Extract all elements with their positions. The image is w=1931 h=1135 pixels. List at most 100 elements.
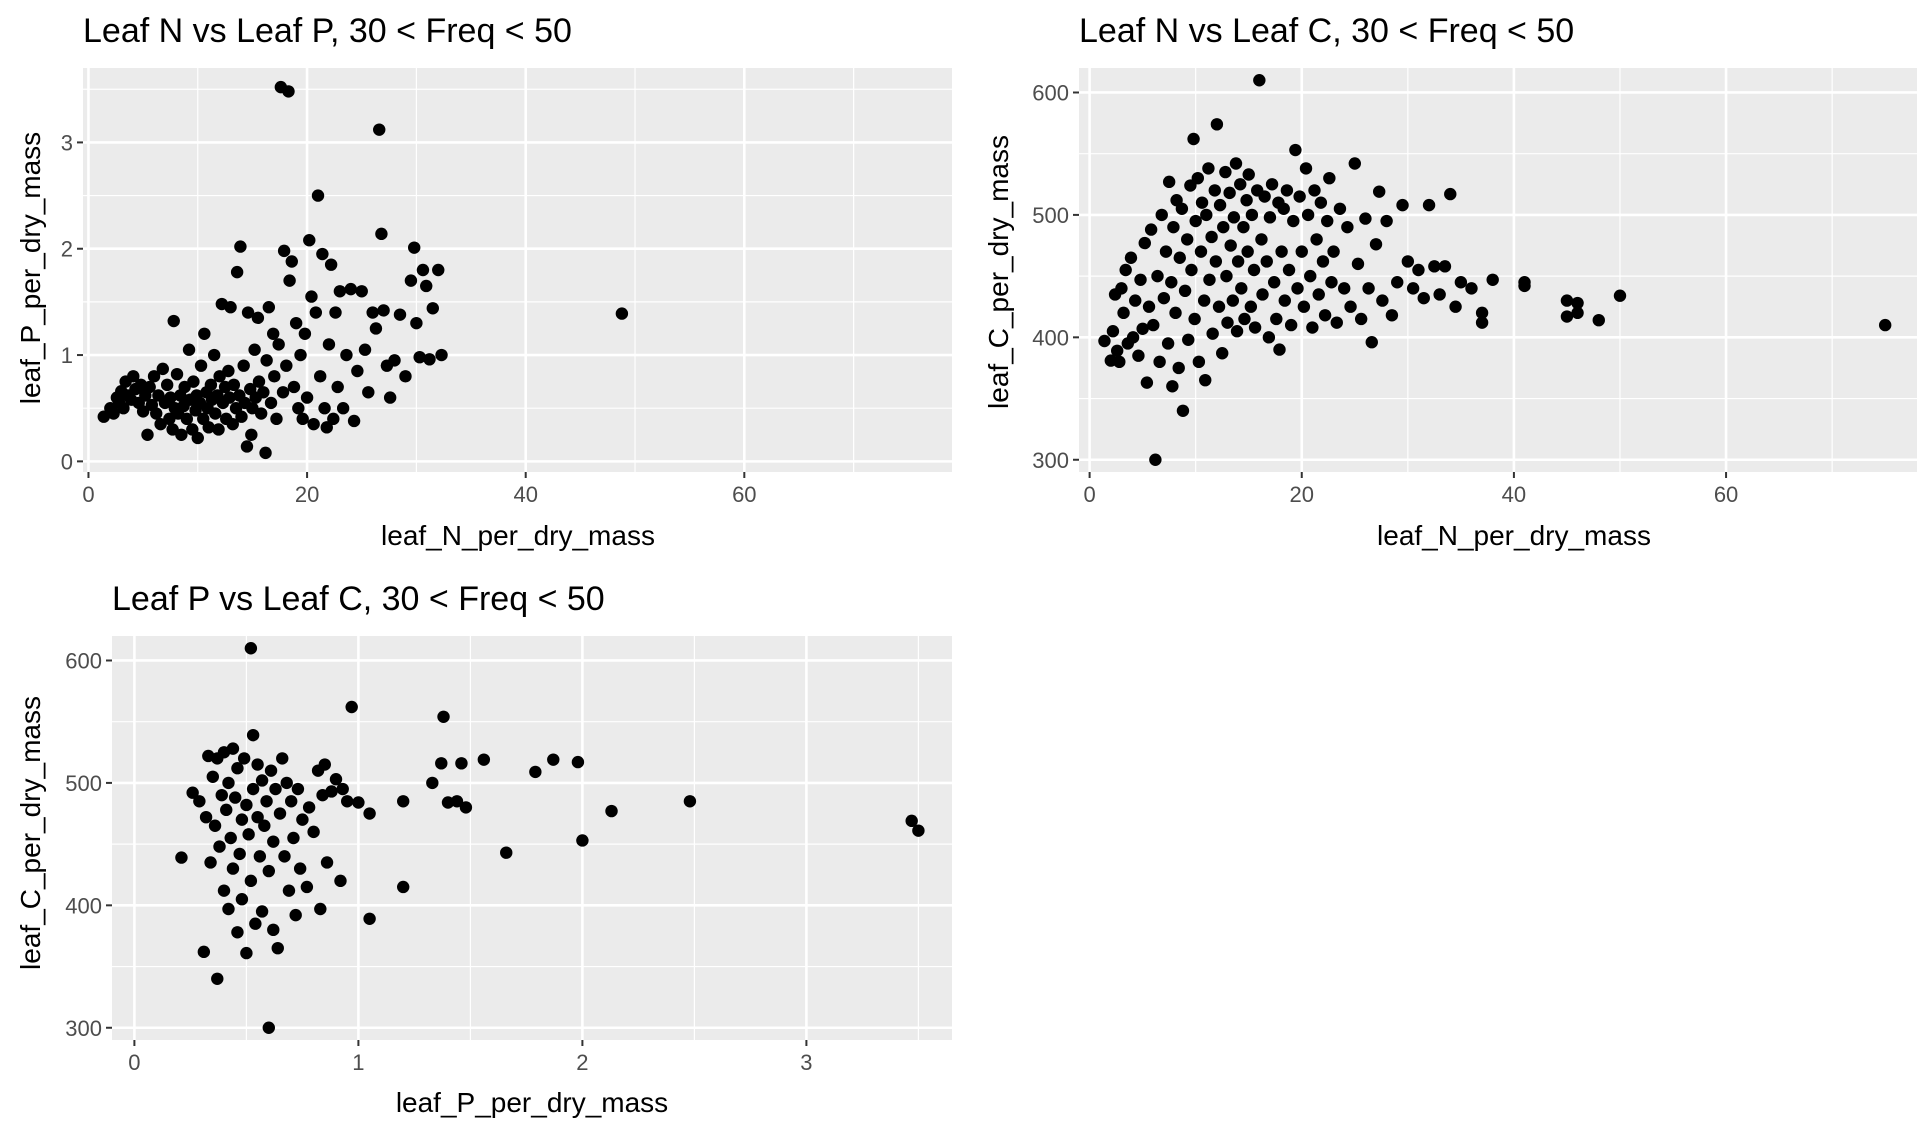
- chart-2-data-point: [1188, 312, 1201, 326]
- chart-3-data-point: [352, 796, 365, 809]
- chart-3-data-point: [363, 807, 376, 820]
- chart-1-x-tick-label: 0: [82, 482, 94, 507]
- chart-2-data-point: [1247, 263, 1261, 277]
- chart-3-data-point: [244, 642, 258, 655]
- chart-1-data-point: [234, 240, 247, 253]
- chart-3-x-tick-label: 3: [800, 1050, 812, 1075]
- chart-2-data-point: [1486, 273, 1499, 286]
- chart-1-data-point: [270, 412, 283, 426]
- chart-2-x-axis-title: leaf_N_per_dry_mass: [1377, 520, 1651, 551]
- chart-3-data-point: [341, 795, 354, 808]
- chart-2-data-point: [1147, 318, 1160, 332]
- chart-3-data-point: [211, 972, 224, 985]
- chart-2-x-tick-label: 60: [1714, 482, 1738, 507]
- chart-3-data-point: [186, 786, 199, 799]
- chart-3-data-point: [249, 917, 262, 930]
- chart-1-data-point: [241, 306, 255, 319]
- chart-1-data-point: [150, 407, 163, 420]
- chart-1-data-point: [316, 247, 329, 261]
- chart-2-data-point: [1126, 331, 1140, 344]
- chart-3-data-point: [905, 814, 918, 828]
- chart-2-data-point: [1132, 349, 1145, 362]
- chart-2-grid: [1079, 68, 1917, 472]
- chart-1-data-point: [254, 407, 268, 420]
- chart-2-data-point: [1115, 282, 1128, 295]
- chart-1-data-point: [147, 370, 161, 383]
- chart-2-data-point: [1110, 344, 1124, 357]
- chart-2-data-point: [1878, 318, 1892, 332]
- chart-2-data-point: [1124, 251, 1138, 264]
- chart-3-data-point: [226, 862, 240, 875]
- chart-1-data-point: [262, 301, 276, 314]
- chart-2-data-point: [1138, 236, 1151, 250]
- chart-3-data-point: [289, 908, 302, 922]
- chart-2-data-point: [1277, 202, 1290, 215]
- chart-1-data-point: [383, 391, 397, 404]
- chart-1-data-point: [340, 348, 353, 362]
- chart-2-data-point: [1380, 214, 1393, 228]
- chart-2-data-point: [1153, 355, 1166, 369]
- chart-2-data-point: [1142, 300, 1156, 313]
- chart-2-ticks: 0 20 40 60 300 400 500 600: [1032, 80, 1738, 507]
- chart-2-data-point: [1221, 316, 1234, 329]
- chart-1-data-point: [287, 380, 301, 394]
- chart-3-data-point: [206, 770, 219, 783]
- chart-3-y-tick-label: 500: [65, 771, 102, 796]
- chart-1-data-point: [260, 354, 273, 367]
- chart-3-data-point: [282, 884, 296, 897]
- chart-1-data-point: [358, 343, 372, 356]
- chart-2-data-point: [1362, 282, 1375, 295]
- chart-1-data-point: [322, 338, 336, 351]
- chart-1-data-point: [252, 375, 266, 388]
- chart-2-data-point: [1351, 257, 1365, 271]
- chart-3-data-point: [251, 810, 264, 824]
- chart-2-data-point: [1238, 312, 1251, 326]
- chart-1-data-point: [277, 244, 291, 258]
- chart-2-data-point: [1571, 296, 1584, 310]
- chart-2-data-point: [1167, 220, 1180, 234]
- chart-2-data-point: [1224, 239, 1237, 252]
- chart-2-data-point: [1192, 355, 1206, 369]
- chart-2-data-point: [1242, 168, 1255, 181]
- chart-3-data-point: [235, 813, 249, 826]
- chart-1-data-point: [266, 327, 280, 340]
- chart-2-data-point: [1208, 184, 1221, 197]
- chart-1-data-point: [204, 378, 218, 392]
- chart-2-data-point: [1417, 291, 1430, 305]
- chart-3-data-point: [217, 884, 231, 897]
- chart-2-data-point: [1191, 171, 1205, 185]
- chart-3-data-point: [267, 835, 280, 848]
- chart-3-data-point: [240, 946, 253, 960]
- chart-3-data-point: [683, 795, 697, 808]
- chart-1-data-point: [226, 417, 239, 431]
- chart-3-data-point: [278, 850, 291, 863]
- chart-1-data-point: [141, 428, 154, 441]
- chart-2-data-point: [1275, 245, 1288, 258]
- chart-3-data-point: [325, 785, 338, 798]
- chart-2-data-point: [1206, 327, 1219, 340]
- chart-2-data-point: [1216, 347, 1229, 360]
- chart-1-data-point: [202, 421, 215, 434]
- chart-1-x-tick-label: 20: [295, 482, 319, 507]
- chart-3-data-point: [307, 825, 320, 839]
- chart-1-data-point: [423, 353, 436, 366]
- chart-3-data-point: [459, 801, 473, 814]
- chart-1-data-point: [280, 359, 293, 372]
- chart-2-y-axis-title: leaf_C_per_dry_mass: [983, 135, 1014, 409]
- chart-2-data-point: [1273, 343, 1286, 356]
- chart-1-data-point: [194, 359, 208, 372]
- chart-1-data-point: [413, 350, 426, 364]
- chart-3-data-point: [345, 700, 358, 714]
- chart-2-data-point: [1169, 306, 1182, 320]
- chart-3-x-axis-title: leaf_P_per_dry_mass: [396, 1087, 668, 1118]
- chart-1-data-point: [327, 412, 340, 426]
- chart-1-data-point: [209, 407, 222, 420]
- chart-1-data-point: [320, 421, 333, 434]
- chart-3-data-point: [435, 757, 448, 770]
- chart-1-data-point: [324, 258, 338, 271]
- chart-1-data-point: [283, 274, 296, 287]
- chart-2-data-point: [1199, 373, 1212, 387]
- chart-1-data-point: [435, 348, 448, 362]
- chart-1-data-point: [175, 428, 188, 441]
- chart-3-data-point: [220, 803, 233, 817]
